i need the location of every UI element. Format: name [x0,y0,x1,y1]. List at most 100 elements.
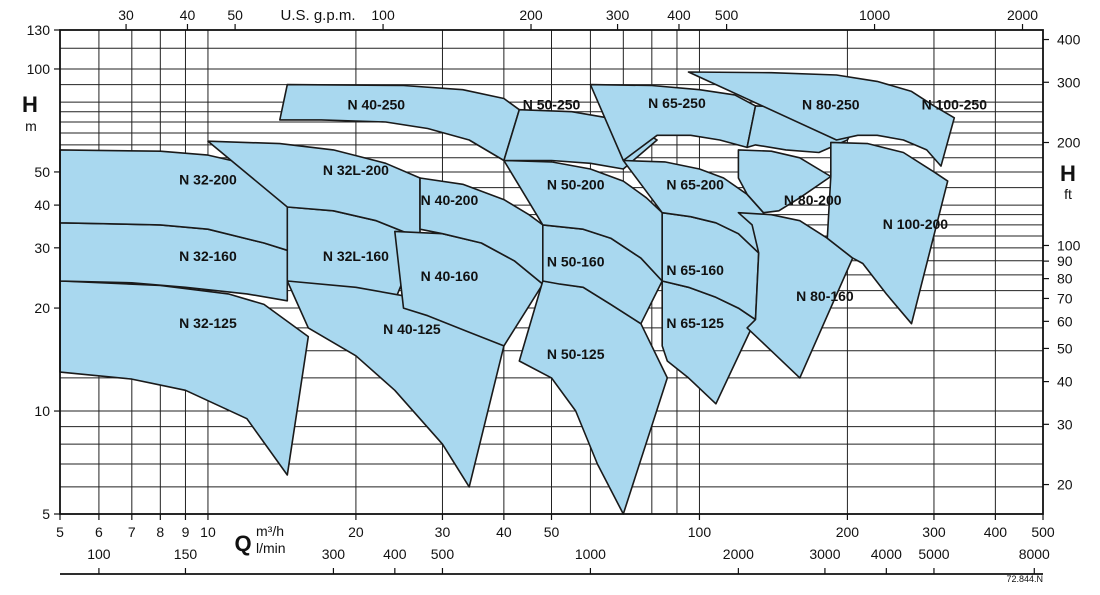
lmin-tick-label: 1000 [575,546,606,562]
x-tick-label: 500 [1031,524,1055,540]
lmin-tick-label: 2000 [723,546,754,562]
gpm-tick-label: 200 [519,7,543,23]
label-n-50-200: N 50-200 [547,176,605,192]
x-tick-label: 5 [56,524,64,540]
y-tick-label: 50 [34,164,50,180]
x-tick-label: 6 [95,524,103,540]
area-n-100-200 [826,141,949,325]
area-n-40-125 [286,280,505,488]
y-axis-unit-left: m [25,118,37,134]
ft-tick-label: 70 [1057,290,1073,306]
label-n-65-250: N 65-250 [648,95,706,111]
y-tick-label: 20 [34,300,50,316]
y-tick-label: 100 [27,61,51,77]
gpm-tick-label: 400 [667,7,691,23]
label-n-50-160: N 50-160 [547,253,605,269]
x-tick-label: 30 [435,524,451,540]
gpm-tick-label: 100 [371,7,395,23]
ft-tick-label: 400 [1057,32,1081,48]
x-tick-label: 50 [544,524,560,540]
y-tick-label: 30 [34,240,50,256]
x-tick-label: 40 [496,524,512,540]
ft-tick-label: 40 [1057,374,1073,390]
ticks: 5102030405010013020304050607080901002003… [27,7,1081,574]
label-n-100-200: N 100-200 [883,216,949,232]
label-n-50-125: N 50-125 [547,346,605,362]
gpm-tick-label: 50 [227,7,243,23]
area-n-100-250 [687,71,956,167]
y-tick-label: 130 [27,22,51,38]
label-n-32-125: N 32-125 [179,315,237,331]
ft-tick-label: 60 [1057,313,1073,329]
ft-tick-label: 30 [1057,416,1073,432]
label-n-40-160: N 40-160 [421,268,479,284]
ft-tick-label: 200 [1057,135,1081,151]
x-tick-label: 20 [348,524,364,540]
lmin-tick-label: 300 [322,546,346,562]
lmin-tick-label: 8000 [1019,546,1050,562]
y-tick-label: 5 [42,506,50,522]
lmin-tick-label: 3000 [809,546,840,562]
gpm-tick-label: 300 [606,7,630,23]
gpm-tick-label: 40 [180,7,196,23]
x-axis-unit-m3h: m³/h [256,523,284,539]
label-n-32l-200: N 32L-200 [323,162,389,178]
label-n-40-200: N 40-200 [421,192,479,208]
x-tick-label: 400 [984,524,1008,540]
lmin-tick-label: 4000 [871,546,902,562]
lmin-tick-label: 150 [174,546,198,562]
ft-tick-label: 90 [1057,253,1073,269]
x-tick-label: 8 [156,524,164,540]
axis-titles: H m H ft Q m³/h l/min U.S. g.p.m. 72.844… [22,7,1076,584]
label-n-65-125: N 65-125 [666,315,724,331]
label-n-100-250: N 100-250 [922,97,988,113]
y-tick-label: 40 [34,197,50,213]
y-axis-label-right: H [1060,161,1076,186]
top-axis-unit-gpm: U.S. g.p.m. [280,7,355,24]
lmin-tick-label: 5000 [918,546,949,562]
area-n-40-250 [279,83,521,162]
label-n-32l-160: N 32L-160 [323,248,389,264]
label-n-50-250: N 50-250 [523,97,581,113]
x-tick-label: 7 [128,524,136,540]
x-tick-label: 9 [182,524,190,540]
label-n-80-200: N 80-200 [784,192,842,208]
label-n-32-200: N 32-200 [179,171,237,187]
area-n-80-200 [737,149,832,214]
y-axis-label-left: H [22,92,38,117]
ft-tick-label: 100 [1057,237,1081,253]
x-axis-unit-lmin: l/min [256,540,286,556]
pump-areas [59,71,956,515]
ft-tick-label: 80 [1057,271,1073,287]
area-n-80-160 [737,211,854,379]
label-n-40-250: N 40-250 [347,97,405,113]
x-tick-label: 100 [688,524,712,540]
label-n-80-250: N 80-250 [802,97,860,113]
lmin-tick-label: 500 [431,546,455,562]
x-tick-label: 200 [836,524,860,540]
y-axis-unit-right: ft [1064,186,1072,202]
label-n-80-160: N 80-160 [796,288,854,304]
footer-code: 72.844.N [1006,574,1043,584]
label-n-32-160: N 32-160 [179,248,237,264]
ft-tick-label: 20 [1057,477,1073,493]
gpm-tick-label: 2000 [1007,7,1038,23]
y-tick-label: 10 [34,403,50,419]
label-n-65-160: N 65-160 [666,262,724,278]
x-tick-label: 300 [922,524,946,540]
gpm-tick-label: 500 [715,7,739,23]
lmin-tick-label: 400 [383,546,407,562]
area-n-32-125 [59,280,310,476]
ft-tick-label: 50 [1057,340,1073,356]
label-n-65-200: N 65-200 [666,176,724,192]
x-axis-label: Q [234,531,251,556]
ft-tick-label: 300 [1057,74,1081,90]
lmin-tick-label: 100 [87,546,111,562]
gpm-tick-label: 1000 [859,7,890,23]
x-tick-label: 10 [200,524,216,540]
gpm-tick-label: 30 [118,7,134,23]
series-labels: N 32-125 N 32-160 N 32-200 N 32L-160 N 32L-2… [179,95,987,362]
label-n-40-125: N 40-125 [383,321,441,337]
